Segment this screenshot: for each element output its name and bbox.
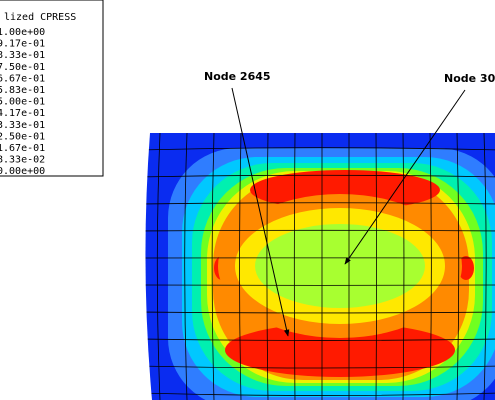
- legend-value: 2.50e-01: [0, 131, 45, 142]
- mesh-line: [145, 147, 495, 151]
- legend-value: 4.17e-01: [0, 108, 45, 119]
- mesh-line: [184, 133, 188, 400]
- mesh-line: [145, 229, 495, 232]
- legend-value: 1.67e-01: [0, 143, 45, 154]
- mesh-line: [145, 311, 495, 314]
- legend-value: 5.00e-01: [0, 97, 45, 108]
- mesh-line: [375, 133, 377, 400]
- legend-value: 0.00e+00: [0, 166, 45, 177]
- legend-value: 8.33e-02: [0, 155, 45, 166]
- legend-value: 9.17e-01: [0, 39, 45, 50]
- mesh-line: [239, 133, 242, 400]
- mesh-line: [145, 202, 495, 205]
- mesh-line: [456, 133, 460, 400]
- node-label: Node 2645: [204, 70, 271, 83]
- mesh-line: [266, 133, 269, 400]
- mesh-line: [145, 174, 495, 178]
- mesh-line: [211, 133, 215, 400]
- mesh-line: [293, 133, 296, 400]
- mesh-line: [483, 133, 487, 400]
- mesh-line: [145, 365, 495, 369]
- arrow: [231, 87, 290, 337]
- mesh-line: [402, 133, 405, 400]
- node-label: Node 305: [444, 72, 495, 85]
- legend-value: 7.50e-01: [0, 62, 45, 73]
- legend-value: 6.67e-01: [0, 73, 45, 84]
- mesh-line: [145, 392, 495, 396]
- legend-title: lized CPRESS: [4, 12, 76, 23]
- legend-value: 5.83e-01: [0, 85, 45, 96]
- mesh-line: [429, 133, 432, 400]
- arrow: [344, 89, 466, 265]
- legend-box: [0, 0, 104, 177]
- contour-plot: [145, 133, 495, 400]
- legend-value: 1.00e+00: [0, 27, 45, 38]
- mesh-line: [145, 338, 495, 341]
- legend-value: 8.33e-01: [0, 50, 45, 61]
- mesh-line: [156, 133, 161, 400]
- legend-value: 3.33e-01: [0, 120, 45, 131]
